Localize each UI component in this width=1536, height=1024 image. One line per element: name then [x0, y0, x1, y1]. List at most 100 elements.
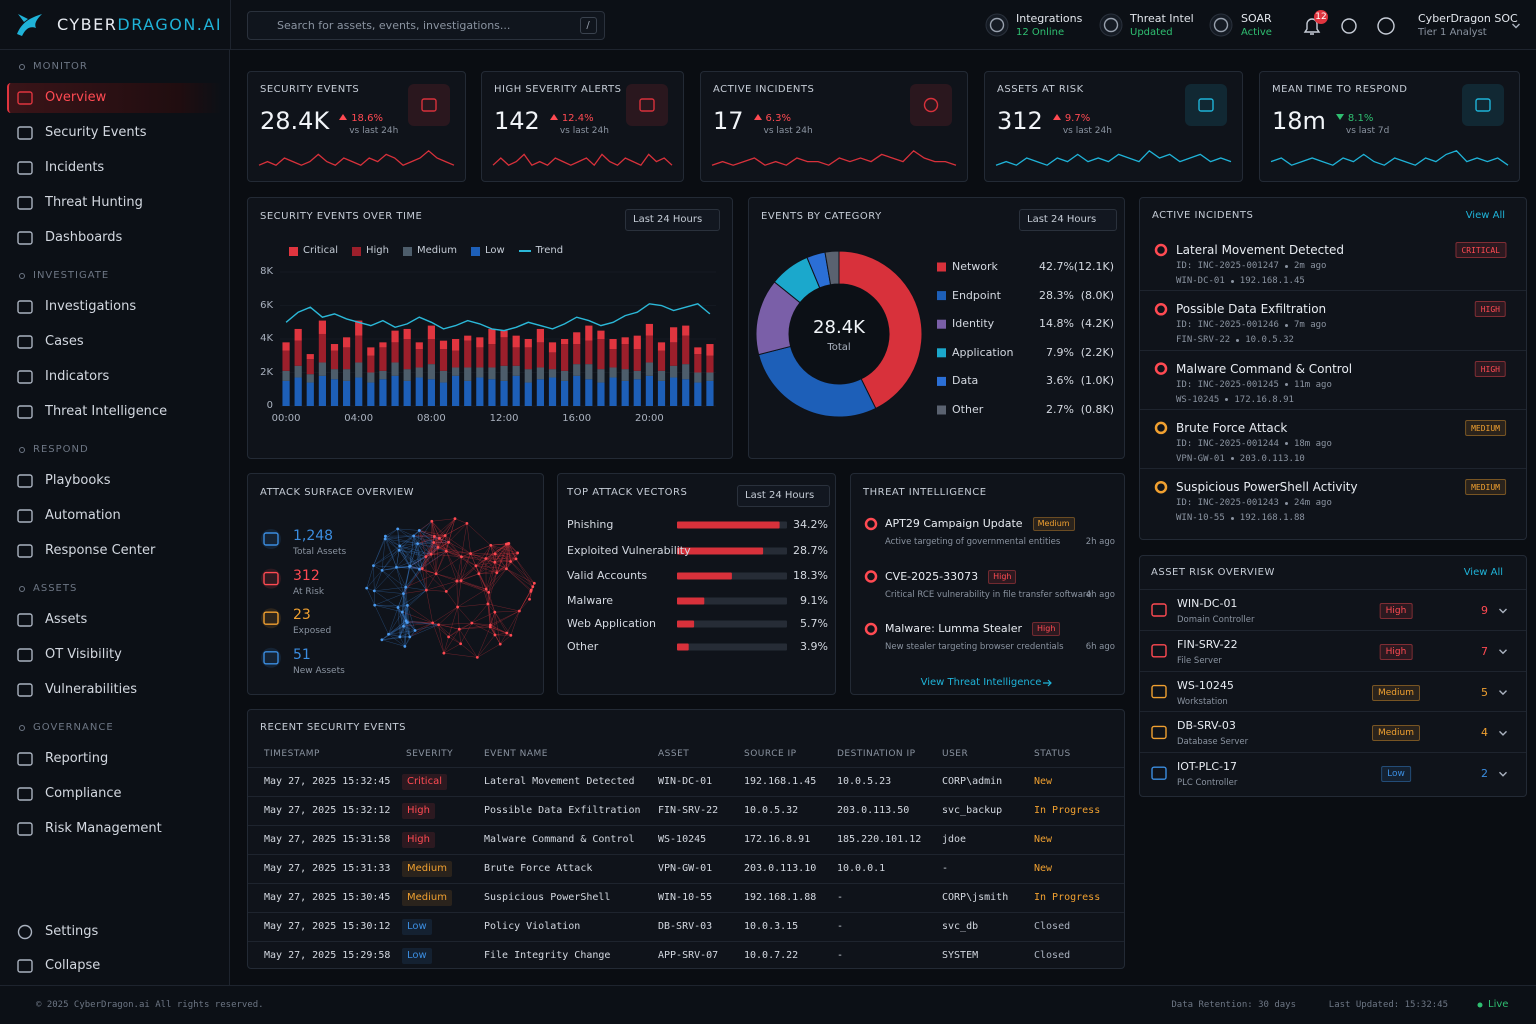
network-edge	[439, 538, 449, 543]
network-edge	[381, 545, 400, 571]
intel-title[interactable]: APT29 Campaign Update	[885, 517, 1023, 530]
network-edge	[403, 605, 408, 627]
table-cell: May 27, 2025 15:30:45	[264, 892, 391, 903]
kpi-icon-box	[408, 84, 450, 126]
incident-title[interactable]: Brute Force Attack	[1176, 420, 1288, 435]
nav-item[interactable]: Threat Intelligence	[45, 404, 168, 419]
x-tick-label: 00:00	[271, 413, 301, 424]
range-dropdown[interactable]	[1019, 209, 1117, 231]
network-edge	[384, 528, 398, 540]
network-edge	[399, 626, 404, 637]
value-label: 28.7%	[793, 544, 828, 557]
network-edge	[460, 553, 471, 581]
nav-item[interactable]: Automation	[45, 508, 121, 523]
nav-item[interactable]: Settings	[45, 924, 99, 939]
search-placeholder[interactable]: Search for assets, events, investigation…	[277, 19, 511, 32]
nav-item[interactable]: Dashboards	[45, 230, 123, 245]
network-edge	[381, 550, 400, 571]
incident-title[interactable]: Possible Data Exfiltration	[1176, 302, 1327, 317]
view-all-link[interactable]: View All	[1465, 210, 1505, 221]
separator-dot	[1230, 279, 1234, 283]
incident-title[interactable]: Malware Command & Control	[1176, 361, 1353, 376]
asset-type: Workstation	[1177, 696, 1228, 707]
intel-title[interactable]: Malware: Lumma Stealer	[885, 622, 1023, 635]
incident-title[interactable]: Lateral Movement Detected	[1176, 243, 1344, 257]
column-header: SEVERITY	[406, 749, 454, 759]
notification-count[interactable]: 12	[1315, 12, 1327, 22]
severity-badge: Critical	[402, 774, 447, 790]
panel-title: ATTACK SURFACE OVERVIEW	[260, 487, 415, 498]
network-edge	[506, 552, 518, 569]
network-edge	[381, 570, 404, 594]
network-edge	[419, 547, 439, 570]
user-name[interactable]: CyberDragon SOC	[1418, 12, 1518, 25]
network-edge	[457, 603, 488, 608]
bar-segment	[427, 379, 435, 406]
asset-name[interactable]: FIN-SRV-22	[1177, 637, 1238, 651]
nav-item[interactable]: Investigations	[45, 299, 137, 314]
bar-segment	[403, 328, 411, 339]
network-edge	[388, 611, 403, 635]
nav-item[interactable]: Cases	[45, 334, 84, 349]
range-label[interactable]: Last 24 Hours	[1027, 214, 1097, 225]
nav-item[interactable]: Playbooks	[45, 473, 111, 488]
nav-item[interactable]: Indicators	[45, 369, 110, 384]
network-edge	[396, 567, 406, 588]
network-edge	[507, 543, 511, 562]
intel-description: Active targeting of governmental entitie…	[885, 537, 1061, 547]
nav-item[interactable]: Assets	[45, 612, 88, 627]
network-edge	[409, 535, 414, 567]
nav-item[interactable]: OT Visibility	[45, 647, 122, 662]
kpi-title: ASSETS AT RISK	[997, 84, 1084, 95]
intel-title[interactable]: CVE-2025-33073	[885, 569, 979, 583]
asset-name[interactable]: IOT-PLC-17	[1177, 760, 1237, 774]
icon	[17, 822, 33, 836]
intel-link[interactable]: View Threat Intelligence	[920, 677, 1042, 688]
network-node	[372, 564, 375, 568]
status-label[interactable]: Threat Intel	[1130, 12, 1194, 25]
range-dropdown[interactable]	[737, 485, 830, 507]
nav-item[interactable]: Incidents	[45, 160, 105, 175]
nav-item[interactable]: Risk Management	[45, 821, 162, 836]
asset-name[interactable]: WIN-DC-01	[1177, 597, 1238, 610]
network-node	[404, 585, 408, 589]
network-edge	[487, 603, 491, 627]
bar-segment	[621, 337, 629, 345]
nav-item[interactable]: Reporting	[45, 751, 109, 766]
table-cell: 10.0.5.23	[837, 776, 892, 787]
panel-title: EVENTS BY CATEGORY	[761, 211, 882, 222]
network-edge	[485, 589, 489, 604]
network-node	[505, 567, 508, 571]
bar-segment	[488, 379, 496, 406]
asset-name[interactable]: WS-10245	[1177, 678, 1234, 692]
bar-segment	[561, 339, 569, 345]
network-edge	[506, 561, 511, 569]
network-edge	[397, 607, 410, 637]
search-box[interactable]	[247, 11, 605, 40]
network-node	[484, 587, 488, 591]
nav-item[interactable]: Response Center	[45, 543, 156, 558]
nav-item[interactable]: Overview	[45, 90, 107, 105]
bar-segment	[403, 339, 411, 370]
network-edge	[410, 565, 437, 574]
icon	[1103, 17, 1119, 33]
range-label[interactable]: Last 24 Hours	[633, 214, 703, 225]
copyright: © 2025 CyberDragon.ai All rights reserve…	[36, 1000, 264, 1010]
nav-item[interactable]: Compliance	[45, 786, 122, 801]
nav-item[interactable]: Security Events	[45, 125, 147, 140]
nav-item[interactable]: Collapse	[45, 958, 101, 973]
view-all-link[interactable]: View All	[1463, 567, 1503, 578]
count-label: (12.1K)	[1073, 260, 1114, 273]
incident-title[interactable]: Suspicious PowerShell Activity	[1176, 480, 1358, 495]
icon	[1151, 603, 1167, 617]
range-dropdown[interactable]	[625, 209, 720, 231]
status-label[interactable]: Integrations	[1016, 12, 1083, 25]
network-edge	[403, 566, 410, 594]
range-label[interactable]: Last 24 Hours	[745, 490, 815, 501]
status-label[interactable]: SOAR	[1241, 12, 1272, 25]
nav-item[interactable]: Vulnerabilities	[45, 682, 137, 697]
network-edge	[448, 542, 462, 557]
nav-item[interactable]: Threat Hunting	[45, 195, 143, 210]
asset-name[interactable]: DB-SRV-03	[1177, 719, 1236, 733]
table-cell: Brute Force Attack	[484, 863, 593, 874]
